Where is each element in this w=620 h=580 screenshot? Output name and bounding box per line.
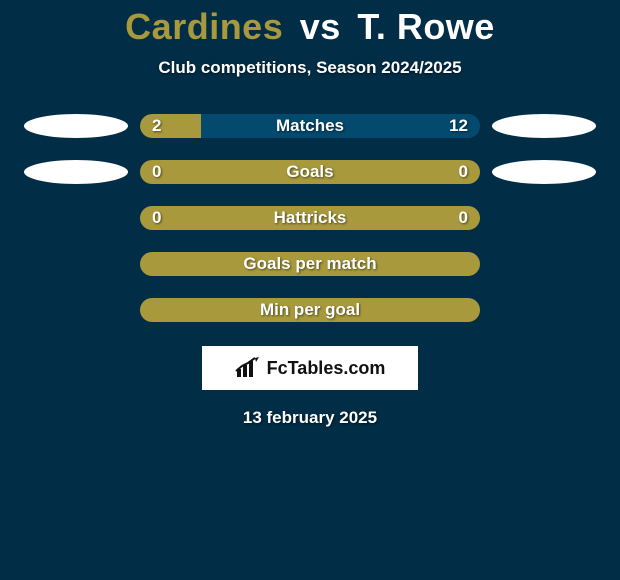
stat-value-left: 0: [152, 206, 161, 230]
stat-row-matches: 212Matches: [0, 114, 620, 138]
player1-badge: [24, 114, 128, 138]
stat-bar-matches: 212Matches: [140, 114, 480, 138]
stat-row-goals_per_match: Goals per match: [0, 252, 620, 276]
stat-bar-goals: 0 0Goals: [140, 160, 480, 184]
stat-bar-hattricks: 0 0Hattricks: [140, 206, 480, 230]
stat-bar-goals_per_match: Goals per match: [140, 252, 480, 276]
player2-badge: [492, 160, 596, 184]
page-title: Cardines vs T. Rowe: [0, 6, 620, 48]
player1-name: Cardines: [125, 6, 283, 47]
brand-badge[interactable]: FcTables.com: [202, 346, 418, 390]
stat-value-left: 2: [152, 114, 161, 138]
bar-fill-right: [201, 114, 480, 138]
stat-bar-min_per_goal: Min per goal: [140, 298, 480, 322]
stat-row-hattricks: 0 0Hattricks: [0, 206, 620, 230]
stat-value-right: 0: [459, 160, 468, 184]
stat-label: Goals: [140, 160, 480, 184]
bar-chart-icon: [235, 357, 261, 379]
stat-value-left: 0: [152, 160, 161, 184]
bar-fill-left: [140, 114, 201, 138]
player1-badge: [24, 160, 128, 184]
stat-label: Goals per match: [140, 252, 480, 276]
stat-value-right: 12: [449, 114, 468, 138]
stat-label: Min per goal: [140, 298, 480, 322]
subtitle: Club competitions, Season 2024/2025: [0, 58, 620, 78]
comparison-card: Cardines vs T. Rowe Club competitions, S…: [0, 0, 620, 428]
stat-row-goals: 0 0Goals: [0, 160, 620, 184]
stat-row-min_per_goal: Min per goal: [0, 298, 620, 322]
footer-date: 13 february 2025: [0, 408, 620, 428]
brand-text: FcTables.com: [267, 358, 386, 379]
player2-name: T. Rowe: [357, 6, 495, 47]
vs-text: vs: [300, 6, 341, 47]
stat-value-right: 0: [459, 206, 468, 230]
stats-list: 212Matches00Goals00HattricksGoals per ma…: [0, 114, 620, 322]
stat-label: Hattricks: [140, 206, 480, 230]
player2-badge: [492, 114, 596, 138]
